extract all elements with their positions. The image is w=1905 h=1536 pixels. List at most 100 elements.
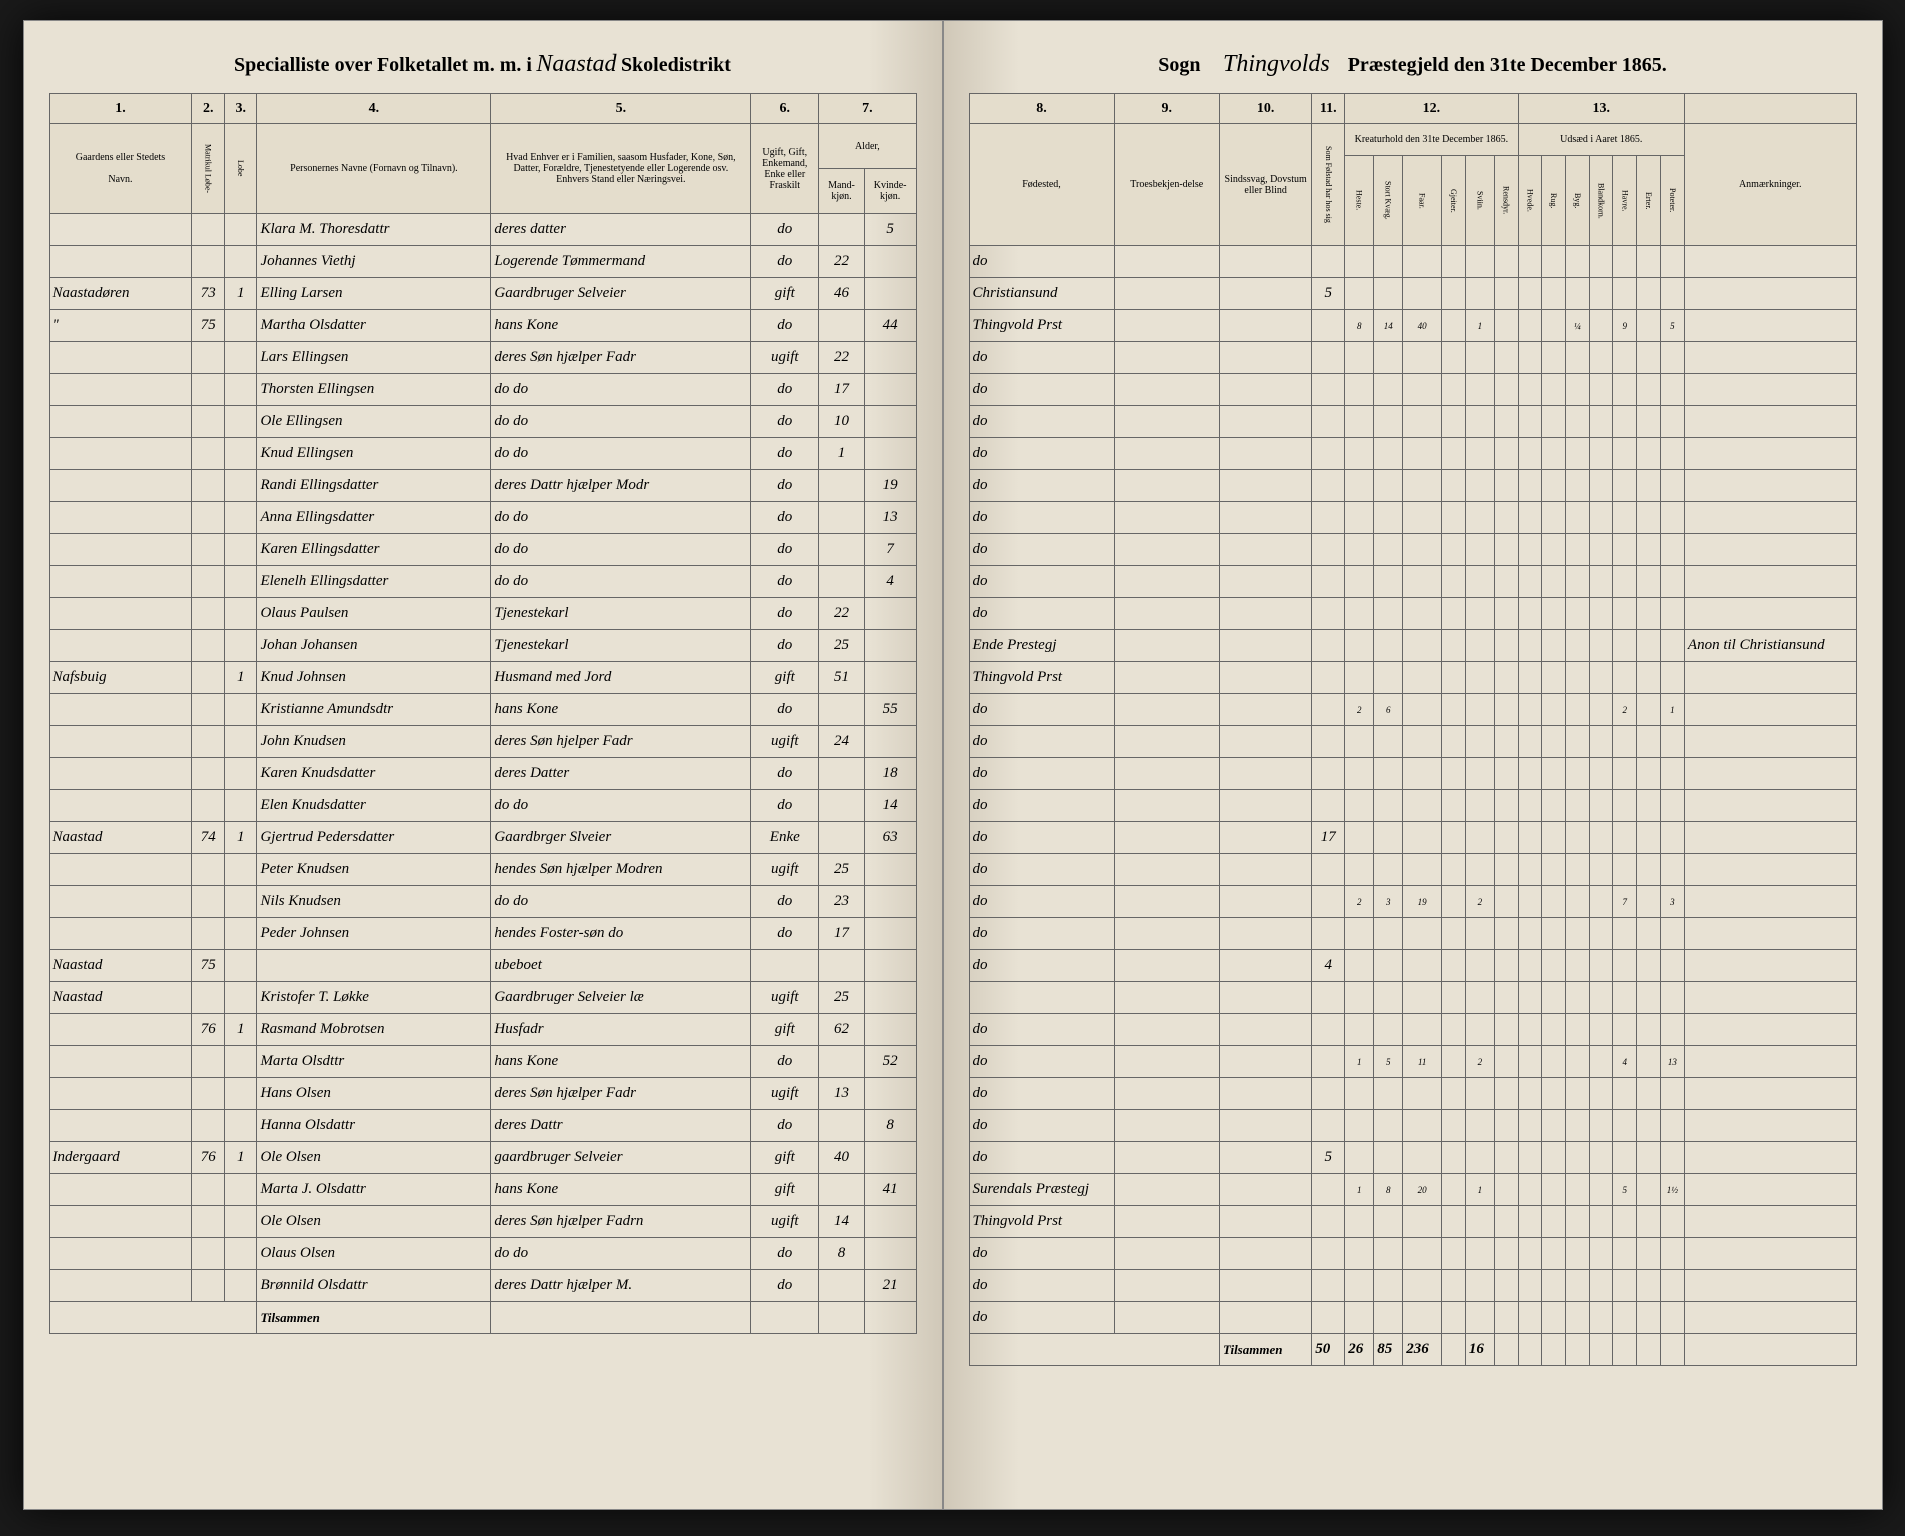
cell-seed-5: [1637, 1238, 1661, 1270]
cell-stock-0: [1345, 918, 1374, 950]
cell-stock-5: [1494, 950, 1518, 982]
cell-relig: [1114, 566, 1219, 598]
right-table: 8. 9. 10. 11. 12. 13. Fødested, Troesbek…: [969, 93, 1857, 1366]
cell-seed-1: [1542, 726, 1566, 758]
cell-blind: [1220, 470, 1312, 502]
cell-civil: do: [751, 1270, 819, 1302]
cell-age-f: [864, 630, 916, 662]
table-row: Anna Ellingsdatterdo dodo13: [49, 502, 916, 534]
cell-remark: [1684, 1078, 1856, 1110]
cell-seed-6: [1660, 1302, 1684, 1334]
cell-seed-4: [1613, 598, 1637, 630]
cell-age-f: 18: [864, 758, 916, 790]
cell-seed-2: [1566, 854, 1590, 886]
sum-se1: [1542, 1334, 1566, 1366]
cell-stock-4: 1: [1465, 1174, 1494, 1206]
cell-gaard: Naastad: [49, 950, 192, 982]
h-gaard-a: Gaardens eller Stedets: [76, 152, 165, 163]
cell-stock-1: [1374, 342, 1403, 374]
col5-num: 5.: [491, 94, 751, 124]
cell-seed-0: [1518, 790, 1542, 822]
cell-stock-4: [1465, 438, 1494, 470]
cell-age-m: 25: [819, 630, 864, 662]
cell-age-m: [819, 694, 864, 726]
cell-birth: do: [969, 246, 1114, 278]
cell-seed-5: [1637, 534, 1661, 566]
cell-blind: [1220, 1238, 1312, 1270]
cell-seed-5: [1637, 790, 1661, 822]
cell-seed-5: [1637, 822, 1661, 854]
header-district: Naastad: [536, 51, 616, 77]
cell-stock-2: [1403, 918, 1442, 950]
cell-stock-4: [1465, 502, 1494, 534]
cell-seed-5: [1637, 1078, 1661, 1110]
cell-seed-3: [1589, 502, 1613, 534]
cell-seed-4: 7: [1613, 886, 1637, 918]
cell-stock-4: [1465, 822, 1494, 854]
cell-seed-1: [1542, 790, 1566, 822]
cell-matrikul: 76: [192, 1014, 224, 1046]
cell-seed-0: [1518, 1046, 1542, 1078]
cell-c11: 5: [1312, 278, 1345, 310]
cell-relig: [1114, 854, 1219, 886]
cell-matrikul: [192, 502, 224, 534]
cell-seed-1: [1542, 886, 1566, 918]
cell-stock-5: [1494, 1078, 1518, 1110]
cell-lobe: [224, 854, 256, 886]
cell-birth: do: [969, 1014, 1114, 1046]
cell-seed-6: [1660, 950, 1684, 982]
cell-seed-0: [1518, 662, 1542, 694]
cell-stock-4: [1465, 918, 1494, 950]
cell-age-m: [819, 1046, 864, 1078]
table-row: Elen Knudsdatterdo dodo14: [49, 790, 916, 822]
cell-gaard: [49, 854, 192, 886]
cell-stock-4: [1465, 374, 1494, 406]
cell-seed-6: [1660, 1142, 1684, 1174]
cell-stock-0: [1345, 406, 1374, 438]
cell-seed-2: [1566, 694, 1590, 726]
cell-gaard: Naastad: [49, 982, 192, 1014]
cell-stock-2: 11: [1403, 1046, 1442, 1078]
cell-seed-1: [1542, 1302, 1566, 1334]
cell-stock-3: [1442, 694, 1466, 726]
cell-stock-4: [1465, 1014, 1494, 1046]
cell-stock-1: [1374, 1302, 1403, 1334]
cell-seed-0: [1518, 1206, 1542, 1238]
cell-stock-1: [1374, 566, 1403, 598]
cell-seed-1: [1542, 694, 1566, 726]
cell-age-f: [864, 438, 916, 470]
cell-seed-6: 13: [1660, 1046, 1684, 1078]
cell-stock-2: [1403, 566, 1442, 598]
cell-seed-3: [1589, 982, 1613, 1014]
cell-age-f: 63: [864, 822, 916, 854]
cell-relig: [1114, 374, 1219, 406]
cell-relation: hans Kone: [491, 310, 751, 342]
cell-seed-3: [1589, 310, 1613, 342]
cell-seed-1: [1542, 438, 1566, 470]
cell-civil: do: [751, 374, 819, 406]
cell-c11: [1312, 886, 1345, 918]
cell-stock-4: [1465, 342, 1494, 374]
cell-civil: do: [751, 886, 819, 918]
cell-seed-3: [1589, 1142, 1613, 1174]
cell-age-m: 8: [819, 1238, 864, 1270]
sum-s4: 16: [1465, 1334, 1494, 1366]
cell-stock-2: [1403, 1238, 1442, 1270]
cell-remark: [1684, 950, 1856, 982]
cell-stock-0: [1345, 1110, 1374, 1142]
cell-seed-3: [1589, 246, 1613, 278]
cell-seed-1: [1542, 1046, 1566, 1078]
cell-name: Hanna Olsdattr: [257, 1110, 491, 1142]
cell-seed-6: [1660, 758, 1684, 790]
cell-seed-0: [1518, 1302, 1542, 1334]
table-row: Thingvold Prst: [969, 662, 1856, 694]
header-speciallist: Specialliste over Folketallet m. m. i: [234, 54, 532, 76]
sum-se2: [1566, 1334, 1590, 1366]
table-row: Olaus PaulsenTjenestekarldo22: [49, 598, 916, 630]
cell-blind: [1220, 566, 1312, 598]
table-row: do2621: [969, 694, 1856, 726]
table-row: Marta Olsdttrhans Konedo52: [49, 1046, 916, 1078]
cell-relig: [1114, 438, 1219, 470]
cell-lobe: [224, 342, 256, 374]
cell-matrikul: [192, 982, 224, 1014]
